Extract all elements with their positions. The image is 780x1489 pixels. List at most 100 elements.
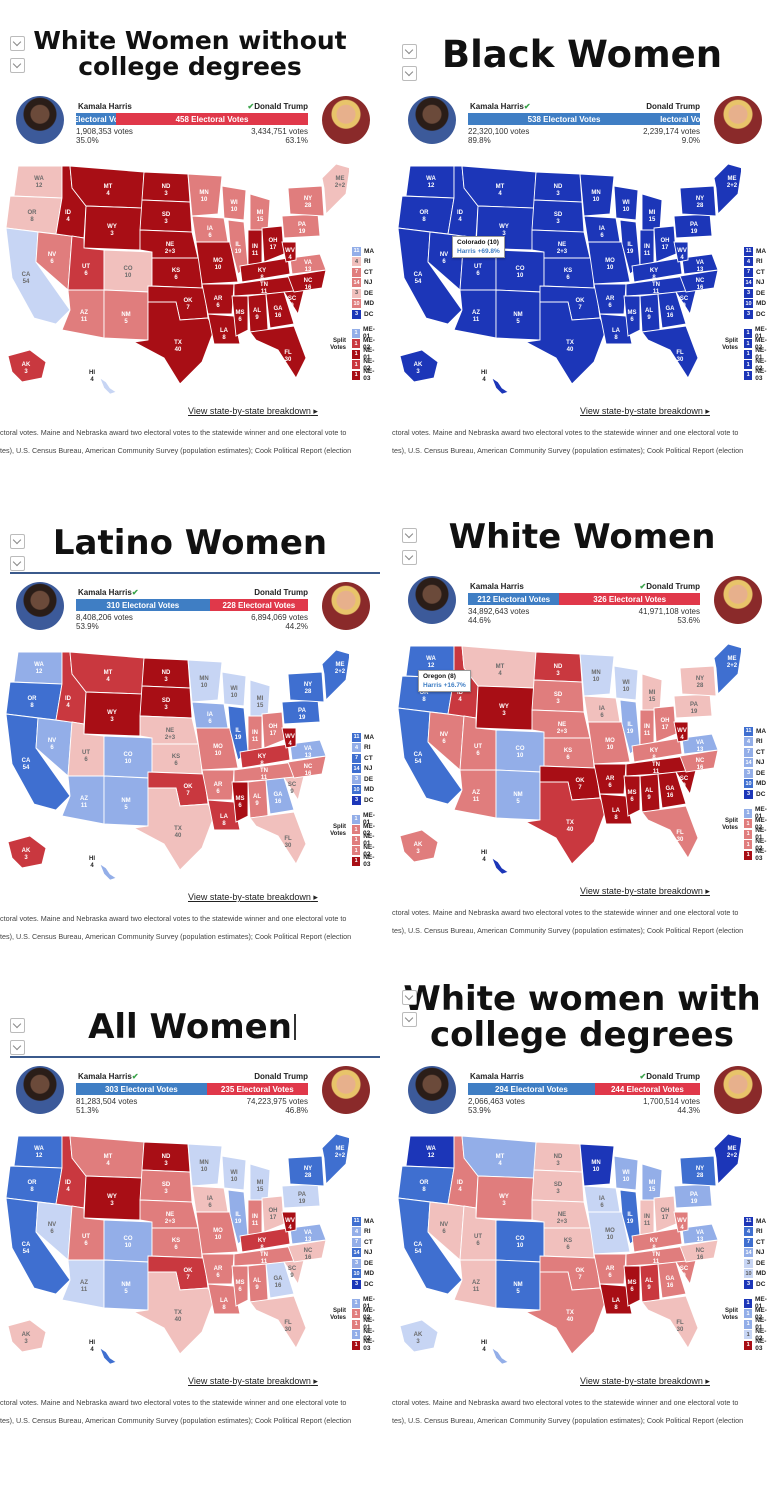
state-me[interactable]: ME2+2 [321,163,349,216]
state-nd[interactable]: ND3 [141,1141,191,1173]
state-nm[interactable]: NM5 [495,1259,541,1311]
collapse-toggle[interactable] [10,1040,25,1055]
state-me[interactable]: ME2+2 [713,643,741,696]
state-ky[interactable]: KY8 [239,1227,291,1253]
state-ks[interactable]: KS6 [543,1227,595,1259]
state-ar[interactable]: AR6 [201,283,235,315]
state-ar[interactable]: AR6 [593,283,627,315]
state-hi[interactable]: HI4 [89,370,117,395]
state-or[interactable]: OR8 [397,195,455,235]
state-nd[interactable]: ND3 [533,651,583,683]
state-ms[interactable]: MS6 [623,295,641,337]
collapse-toggle[interactable] [10,534,25,549]
state-ak[interactable]: AK3 [7,835,47,869]
state-la[interactable]: LA8 [207,1283,241,1315]
state-nd[interactable]: ND3 [141,657,191,689]
collapse-toggle[interactable] [402,528,417,543]
state-breakdown-link[interactable]: View state-by-state breakdown ▸ [188,892,318,902]
state-ar[interactable]: AR6 [201,769,235,801]
state-ks[interactable]: KS6 [151,257,203,289]
state-sd[interactable]: SD3 [139,199,193,233]
state-or[interactable]: OR8 [5,195,63,235]
state-hi[interactable]: HI4 [481,1340,509,1365]
state-la[interactable]: LA8 [599,313,633,345]
state-nd[interactable]: ND3 [533,171,583,203]
state-ia[interactable]: IA6 [583,695,621,723]
state-hi[interactable]: HI4 [89,1340,117,1365]
collapse-toggle[interactable] [10,36,25,51]
state-or[interactable]: OR8 [397,1165,455,1205]
state-la[interactable]: LA8 [599,1283,633,1315]
state-wv[interactable]: WV4 [281,727,297,749]
state-ks[interactable]: KS6 [151,1227,203,1259]
collapse-toggle[interactable] [402,1012,417,1027]
state-ar[interactable]: AR6 [201,1253,235,1285]
collapse-toggle[interactable] [10,1018,25,1033]
state-nd[interactable]: ND3 [533,1141,583,1173]
state-ks[interactable]: KS6 [543,257,595,289]
state-breakdown-link[interactable]: View state-by-state breakdown ▸ [580,406,710,416]
state-ks[interactable]: KS6 [543,737,595,769]
collapse-toggle[interactable] [402,990,417,1005]
state-ia[interactable]: IA6 [191,1185,229,1213]
state-la[interactable]: LA8 [599,793,633,825]
state-sd[interactable]: SD3 [139,685,193,719]
state-ms[interactable]: MS6 [623,775,641,817]
state-breakdown-link[interactable]: View state-by-state breakdown ▸ [580,886,710,896]
state-nm[interactable]: NM5 [103,1259,149,1311]
state-ky[interactable]: KY8 [239,257,291,283]
state-sd[interactable]: SD3 [531,679,585,713]
state-nm[interactable]: NM5 [103,775,149,827]
state-wv[interactable]: WV4 [673,241,689,263]
state-ak[interactable]: AK3 [7,349,47,383]
